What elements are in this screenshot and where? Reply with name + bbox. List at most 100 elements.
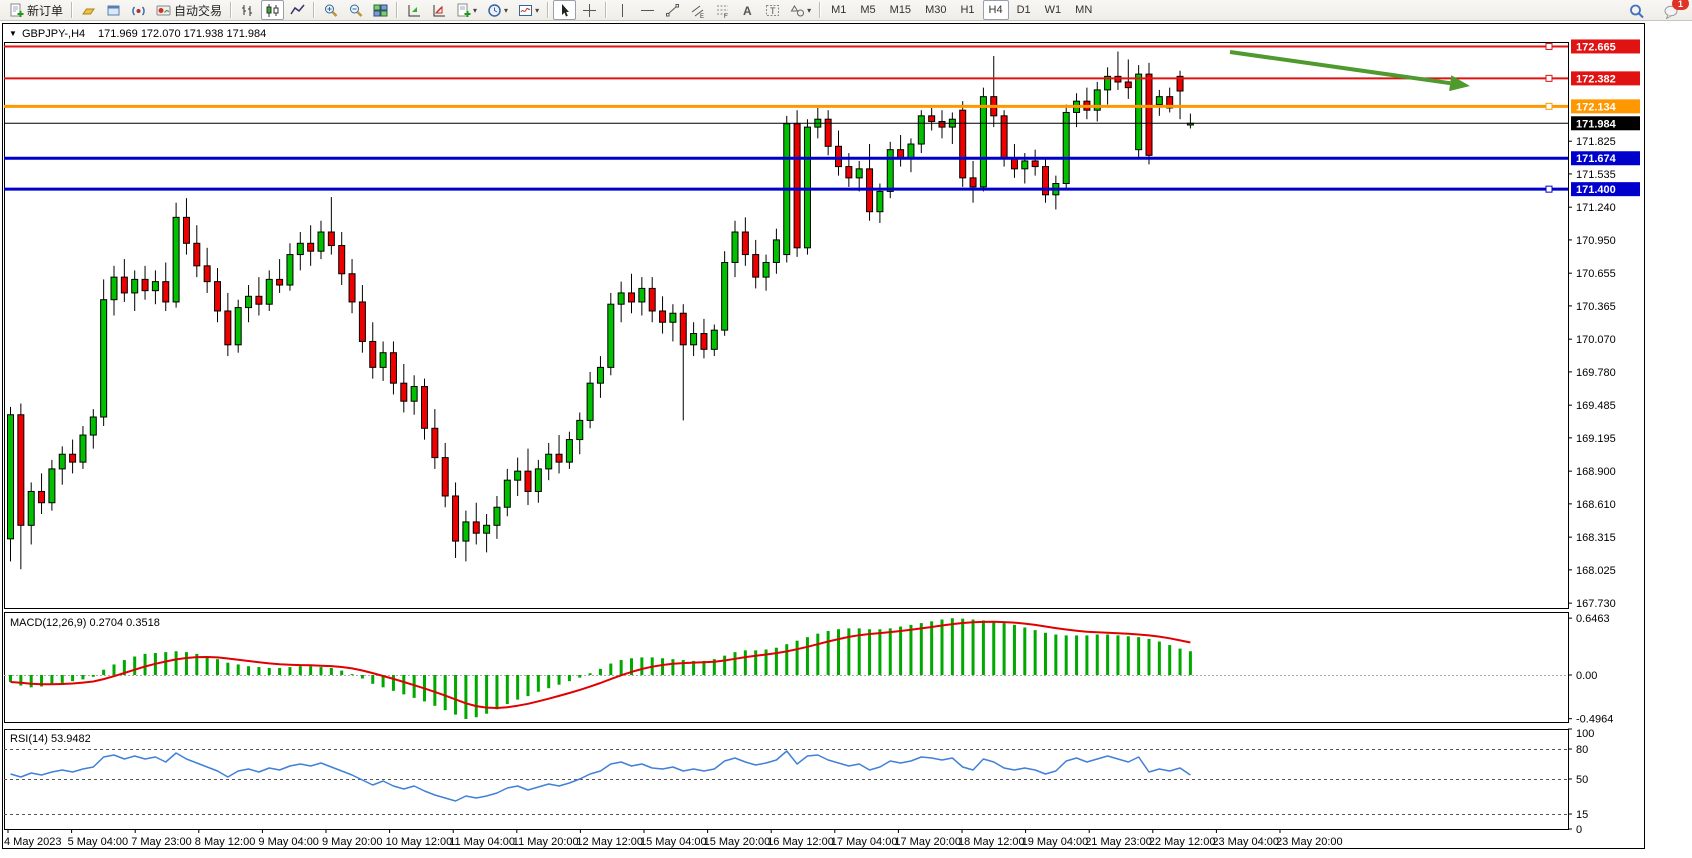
dropdown-arrow-icon[interactable]: ▾ — [504, 5, 509, 15]
candle-body-bull — [317, 231, 325, 252]
search-button[interactable] — [1625, 1, 1648, 21]
macd-histogram-bar — [1147, 638, 1151, 675]
macd-histogram-bar — [454, 675, 458, 715]
time-tick-label: 15 May 20:00 — [704, 836, 771, 848]
level-172.382-tag-text: 172.382 — [1576, 73, 1616, 85]
hline-handle-172.382[interactable] — [1545, 74, 1553, 82]
cursor-button[interactable] — [553, 0, 577, 20]
macd-histogram-bar — [122, 660, 126, 675]
bar-chart-button[interactable] — [236, 0, 259, 20]
template-new-icon — [456, 3, 471, 18]
candle-body-bear — [431, 427, 439, 459]
fibonacci-icon: F — [715, 3, 730, 18]
candle-chart-button[interactable] — [261, 0, 285, 20]
macd-histogram-bar — [19, 675, 23, 686]
macd-histogram-bar — [743, 650, 747, 675]
macd-histogram-bar — [619, 660, 623, 675]
channel-button[interactable]: E — [686, 0, 709, 20]
indicator-remove-button[interactable] — [427, 0, 450, 20]
candle-body-bull — [1021, 160, 1029, 170]
candle-body-bull — [172, 216, 180, 303]
macd-histogram-bar — [909, 624, 913, 675]
time-tick-label: 23 May 04:00 — [1212, 836, 1279, 848]
macd-histogram-bar — [516, 675, 520, 700]
macd-histogram-bar — [847, 628, 851, 675]
timeframe-button-MN[interactable]: MN — [1075, 4, 1093, 16]
notification-badge[interactable]: 1 — [1672, 0, 1689, 10]
timeframe-button-H1[interactable]: H1 — [960, 4, 975, 16]
svg-text:T: T — [770, 6, 776, 16]
text-button[interactable]: A — [736, 0, 759, 20]
candle-body-bull — [1135, 73, 1143, 151]
dropdown-arrow-icon[interactable]: ▾ — [807, 5, 812, 15]
macd-histogram-bar — [857, 628, 861, 675]
candle-body-bull — [534, 468, 542, 492]
trend-arrow-line[interactable] — [1229, 50, 1451, 86]
macd-histogram-bar — [1054, 634, 1058, 675]
macd-histogram-bar — [40, 675, 44, 687]
chat-button[interactable]: 1 — [1660, 0, 1689, 21]
trend-arrow-head[interactable] — [1449, 75, 1470, 92]
timeframe-button-H4[interactable]: H4 — [982, 0, 1009, 20]
crosshair-button[interactable] — [578, 0, 601, 20]
macd-histogram-bar — [1095, 634, 1099, 675]
hline-handle-172.665[interactable] — [1545, 42, 1553, 50]
candle-body-bull — [503, 479, 511, 508]
candle-body-bear — [472, 521, 480, 534]
template-button[interactable]: ▾ — [514, 0, 543, 20]
hline-handle-171.400[interactable] — [1545, 185, 1553, 193]
hline-handle-172.134[interactable] — [1545, 102, 1553, 110]
data-window-icon — [106, 3, 121, 18]
candle-body-bear — [38, 490, 46, 504]
hline-button[interactable] — [636, 0, 659, 20]
zoom-in-button[interactable] — [319, 0, 342, 20]
macd-histogram-bar — [837, 629, 840, 675]
price-tick-label: 168.315 — [1576, 532, 1616, 544]
timeframe-button-D1[interactable]: D1 — [1016, 4, 1031, 16]
dropdown-arrow-icon[interactable]: ▾ — [535, 5, 540, 15]
macd-histogram-bar — [588, 673, 592, 675]
macd-histogram-bar — [1106, 634, 1110, 675]
current-price-tag — [1571, 116, 1640, 131]
candle-body-bear — [69, 453, 77, 463]
text-label-button[interactable]: T — [761, 0, 784, 20]
dropdown-arrow-icon[interactable]: ▾ — [473, 5, 478, 15]
data-window-button[interactable] — [102, 0, 125, 20]
shapes-button[interactable]: ▾ — [786, 0, 815, 20]
macd-histogram-bar — [485, 675, 489, 714]
timeframe-button-W1[interactable]: W1 — [1044, 4, 1062, 16]
new-order-button[interactable]: 新订单 — [5, 0, 67, 20]
candle-body-bear — [327, 231, 335, 247]
candle-body-bull — [596, 366, 604, 384]
time-tick-label: 8 May 12:00 — [195, 836, 256, 848]
indicator-add-button[interactable] — [402, 0, 425, 20]
macd-histogram-bar — [298, 666, 302, 675]
hline-icon — [640, 3, 655, 18]
template-icon — [518, 3, 533, 18]
zoom-in-icon — [323, 3, 338, 18]
template-new-button[interactable]: ▾ — [452, 0, 481, 20]
macd-histogram-bar — [640, 657, 644, 675]
candle-body-bear — [120, 276, 128, 294]
macd-histogram-bar — [71, 675, 75, 682]
timeframe-button-M30[interactable]: M30 — [925, 4, 947, 16]
trendline-button[interactable] — [661, 0, 684, 20]
candle-body-bear — [524, 470, 532, 492]
candle-body-bear — [348, 273, 356, 303]
market-watch-button[interactable] — [77, 0, 100, 20]
new-order-icon — [9, 3, 24, 18]
autotrade-button[interactable]: 自动交易 — [152, 0, 226, 20]
zoom-out-button[interactable] — [344, 0, 367, 20]
vline-button[interactable] — [611, 0, 634, 20]
chart-menu-triangle-icon[interactable]: ▼ — [9, 29, 17, 38]
line-chart-button[interactable] — [286, 0, 309, 20]
period-button[interactable]: ▾ — [483, 0, 512, 20]
macd-histogram-bar — [309, 666, 313, 675]
timeframe-button-M5[interactable]: M5 — [860, 4, 876, 16]
tile-windows-button[interactable] — [369, 0, 392, 20]
navigator-button[interactable] — [127, 0, 150, 20]
timeframe-button-M1[interactable]: M1 — [831, 4, 847, 16]
fibonacci-button[interactable]: F — [711, 0, 734, 20]
candle-body-bear — [659, 310, 667, 323]
timeframe-button-M15[interactable]: M15 — [889, 4, 912, 16]
